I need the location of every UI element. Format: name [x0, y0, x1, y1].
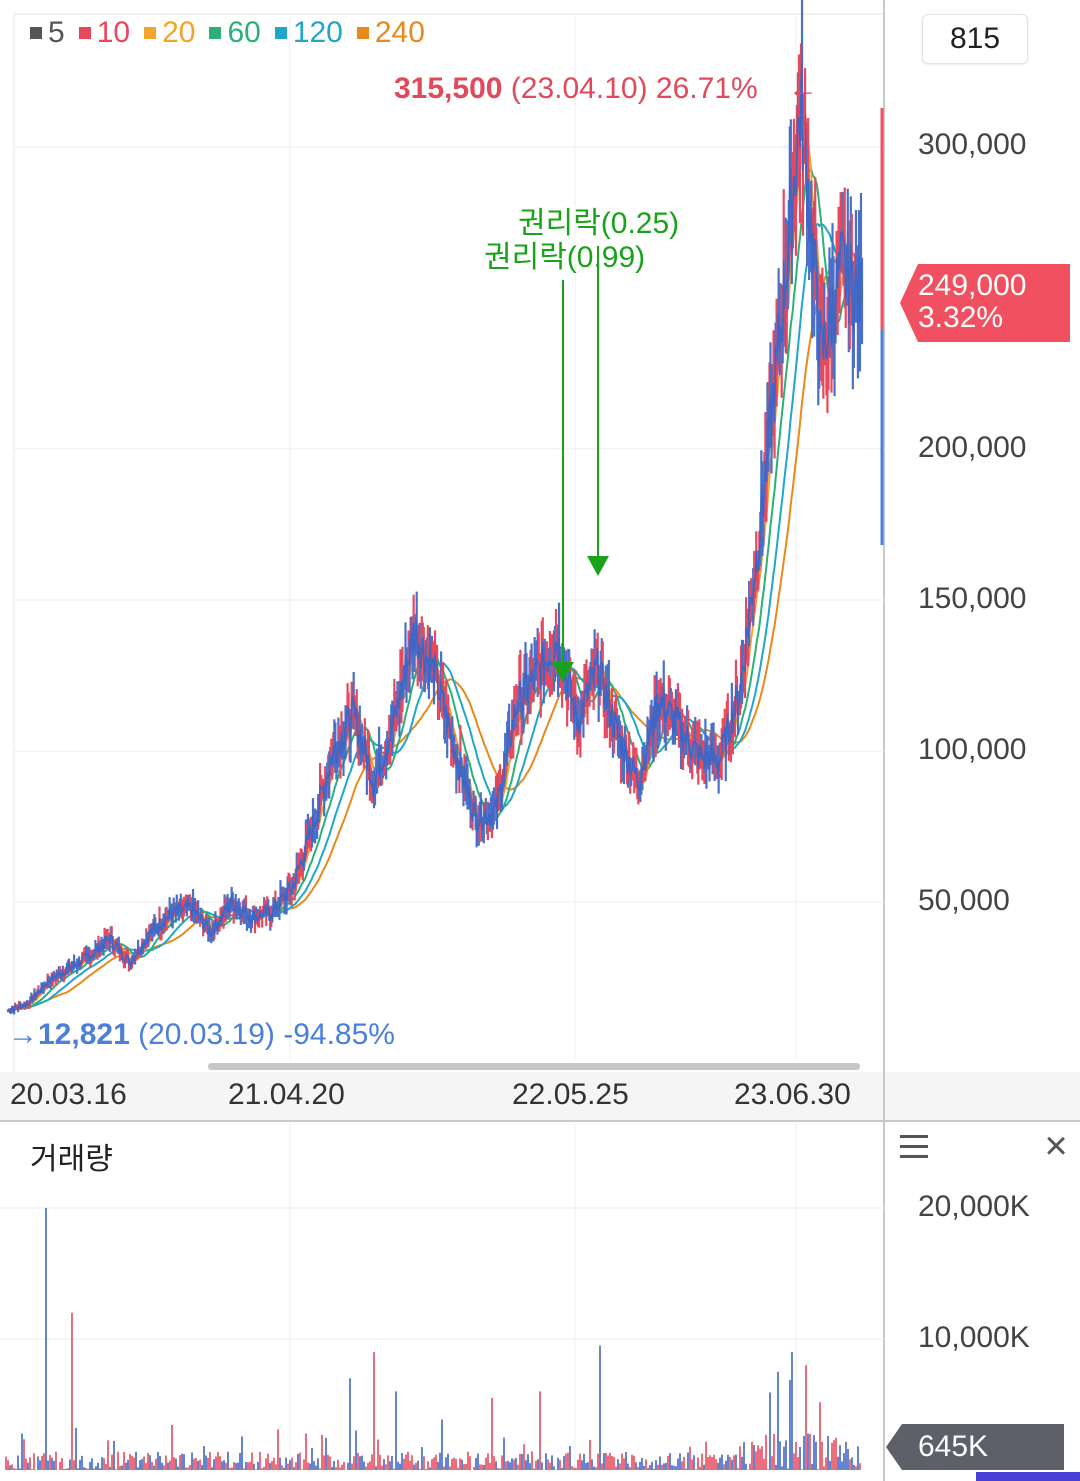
legend-swatch	[209, 27, 222, 39]
legend-swatch	[78, 27, 91, 39]
bottom-indicator	[976, 1472, 1080, 1481]
legend-label: 20	[162, 16, 196, 49]
legend-label: 5	[48, 16, 65, 49]
current-price-pct: 3.32%	[918, 301, 1004, 334]
scrollbar	[208, 1063, 860, 1070]
x-tick-label: 21.04.20	[228, 1078, 345, 1111]
rights-annotation: 권리락(0.99)	[484, 241, 646, 274]
current-price-value: 249,000	[918, 269, 1027, 302]
y-tick-label: 200,000	[918, 431, 1027, 464]
candle-count: 815	[949, 22, 1001, 55]
x-tick-label: 22.05.25	[512, 1078, 629, 1111]
price-chart[interactable]	[0, 0, 1080, 1123]
low-price-value: 12,821	[38, 1018, 130, 1051]
y-tick-label: 300,000	[918, 128, 1027, 161]
x-tick-label: 23.06.30	[734, 1078, 851, 1111]
left-arrow-icon: ←	[788, 72, 818, 105]
y-tick-label: 150,000	[918, 582, 1027, 615]
plot-area	[13, 13, 885, 1075]
y-tick-label: 50,000	[918, 884, 1010, 917]
axis-corner	[884, 1072, 1080, 1122]
y-tick-label: 100,000	[918, 733, 1027, 766]
legend-item-20[interactable]: 20	[144, 16, 195, 50]
right-arrow-icon: →	[8, 1018, 38, 1051]
legend-label: 240	[374, 16, 425, 49]
low-price-label: →12,821 (20.03.19) -94.85%	[8, 1018, 395, 1052]
current-volume-value: 645K	[918, 1430, 989, 1463]
legend-swatch	[30, 27, 42, 39]
menu-icon[interactable]	[900, 1133, 930, 1161]
rights-annotation: 권리락(0.25)	[518, 207, 680, 240]
current-volume-tag: 645K	[886, 1424, 1064, 1470]
volume-tick-label: 10,000K	[918, 1321, 1030, 1354]
legend-label: 120	[292, 16, 343, 49]
ma-legend: 5 10 20 60 120 240	[30, 16, 425, 50]
x-axis-band	[0, 1072, 884, 1122]
high-price-value: 315,500	[394, 72, 503, 105]
x-tick-label: 20.03.16	[10, 1078, 127, 1111]
candle-count-box[interactable]: 815	[922, 14, 1028, 64]
legend-label: 10	[96, 16, 131, 49]
high-price-label: 315,500 (23.04.10) 26.71% ←	[394, 72, 818, 106]
annotation-arrow-head	[552, 662, 574, 682]
legend-item-120[interactable]: 120	[274, 16, 343, 50]
low-price-pct: -94.85%	[283, 1018, 395, 1051]
current-price-tag: 249,000 3.32%	[900, 264, 1070, 342]
high-price-date: (23.04.10)	[510, 72, 648, 105]
legend-swatch	[274, 27, 287, 39]
volume-tick-label: 20,000K	[918, 1190, 1030, 1223]
legend-swatch	[356, 27, 369, 39]
legend-swatch	[144, 27, 157, 39]
low-price-date: (20.03.19)	[138, 1018, 275, 1051]
volume-title: 거래량	[30, 1143, 113, 1176]
annotation-arrow-head	[587, 556, 609, 576]
high-price-pct: 26.71%	[655, 72, 758, 105]
legend-item-5[interactable]: 5	[30, 16, 65, 50]
price-line	[7, 63, 863, 1014]
legend-item-240[interactable]: 240	[356, 16, 425, 50]
legend-item-10[interactable]: 10	[78, 16, 131, 50]
close-icon[interactable]: ×	[1044, 1124, 1068, 1168]
legend-label: 60	[227, 16, 261, 49]
legend-item-60[interactable]: 60	[209, 16, 261, 50]
volume-chart[interactable]	[0, 1123, 1080, 1481]
